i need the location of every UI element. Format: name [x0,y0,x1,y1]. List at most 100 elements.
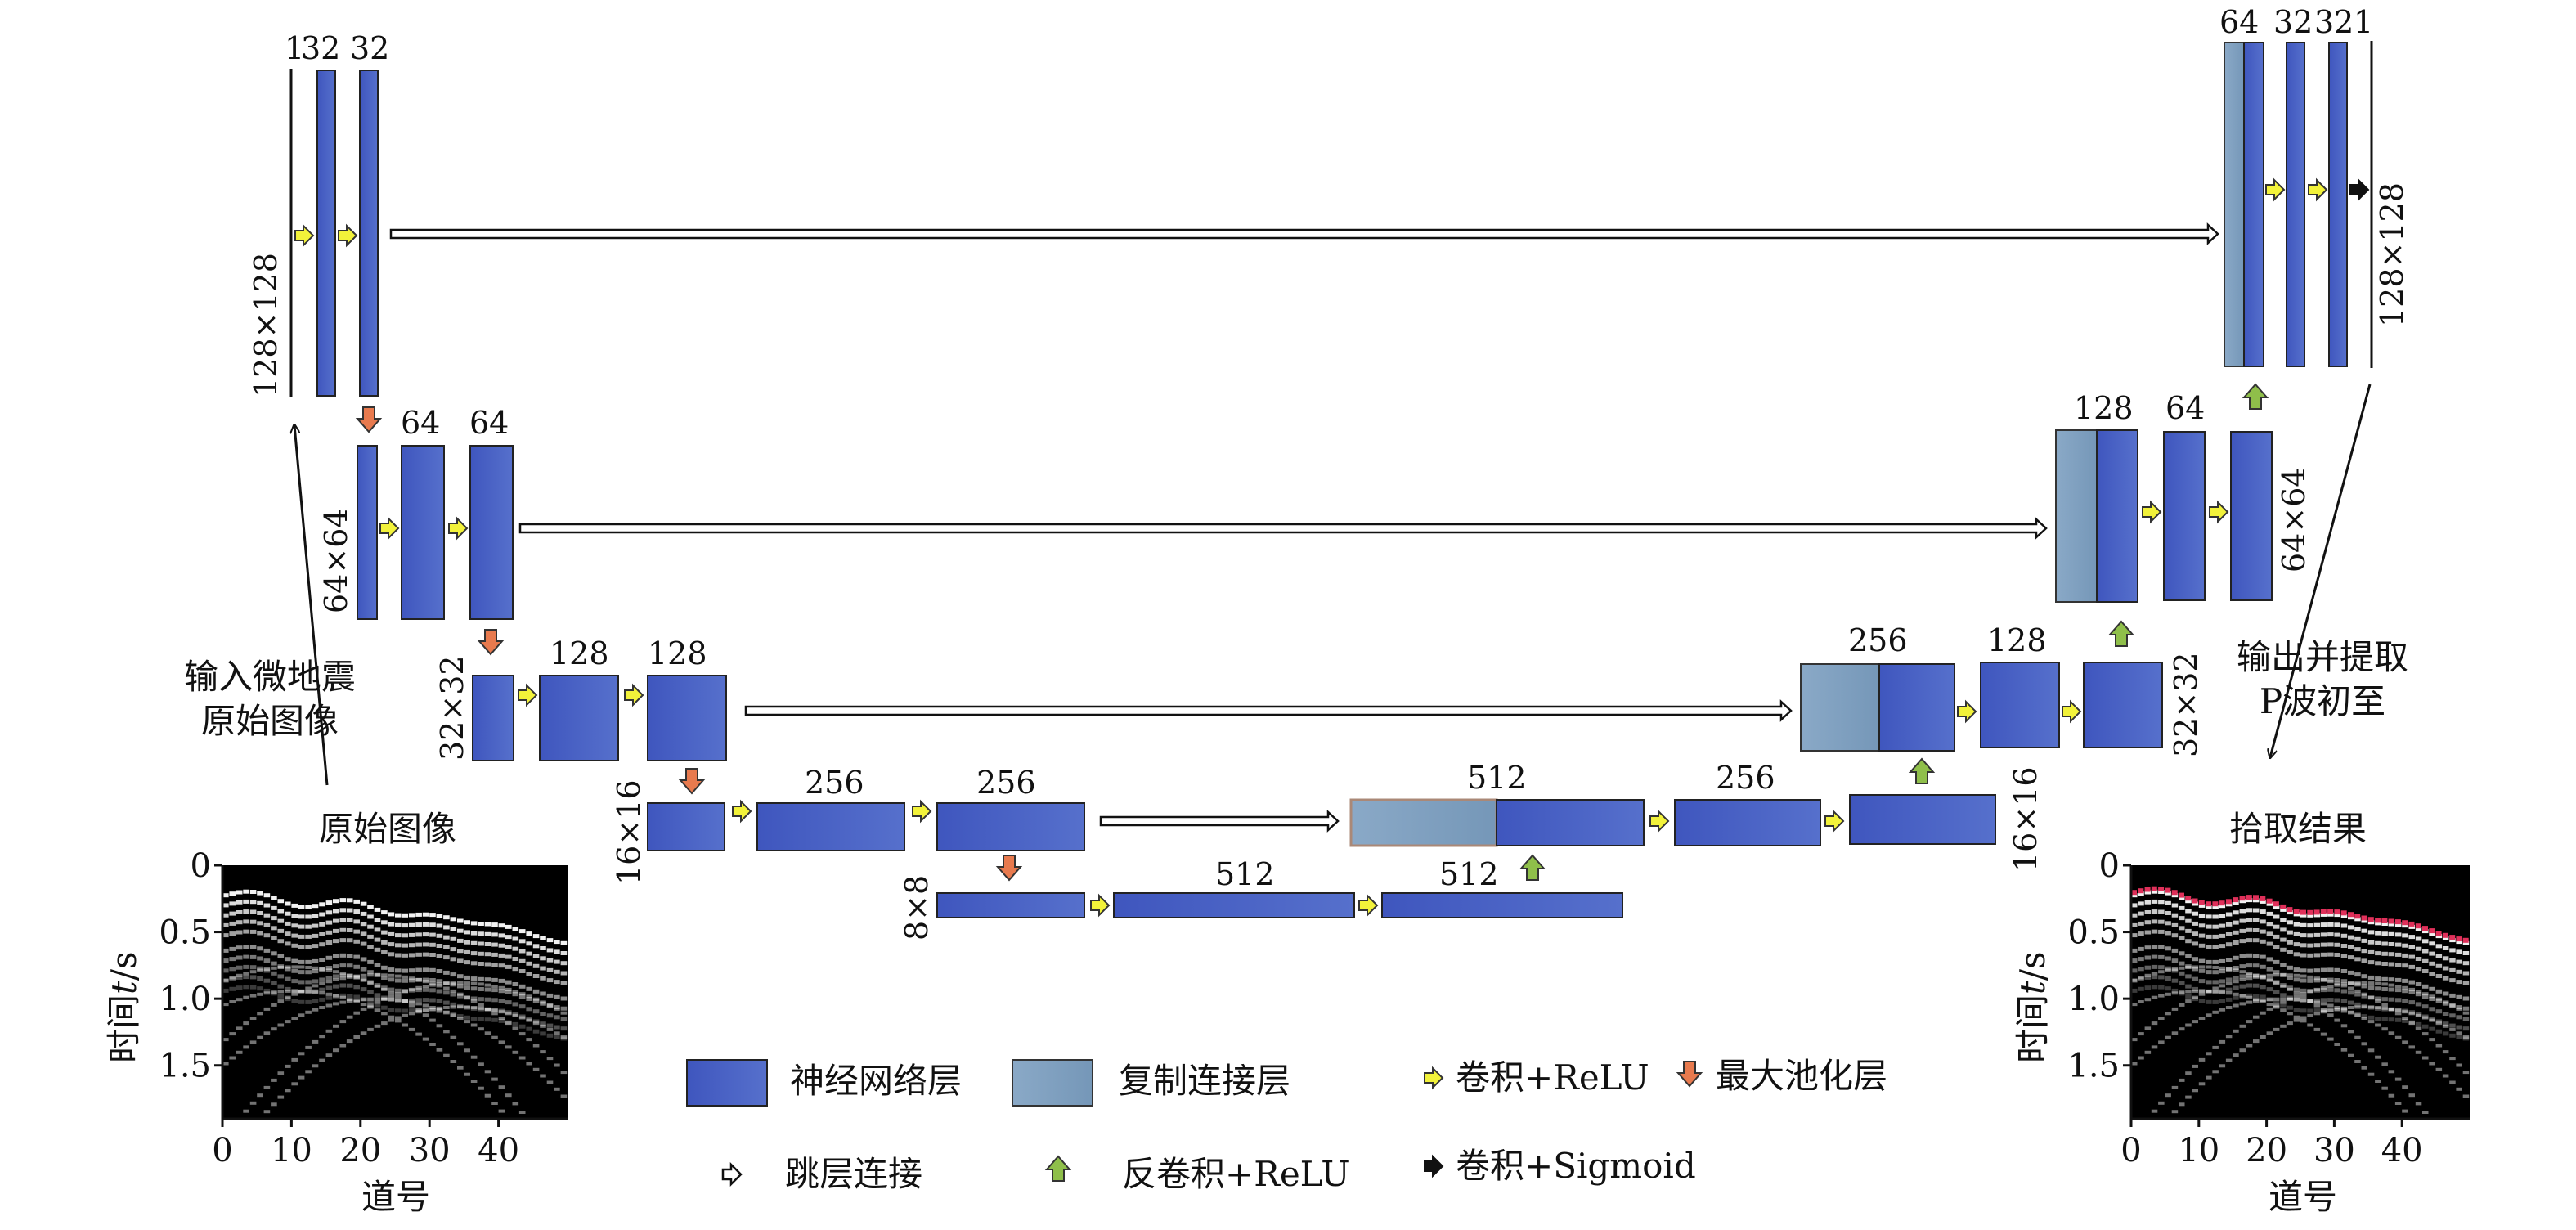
wave-event-segment [429,942,436,947]
wave-event-segment [2179,990,2185,994]
wave-event-segment [526,1007,532,1012]
pick-marker [2260,896,2266,901]
wave-event-segment [2293,952,2300,957]
wave-event-segment [560,996,568,1001]
wave-event-segment [2206,914,2212,919]
wave-event-segment [540,936,546,940]
wave-event-segment [457,1014,464,1019]
wave-event-segment [2280,1008,2287,1012]
wave-event-segment [2320,952,2327,957]
wave-event-segment [2192,995,2198,999]
wave-event-segment [2300,978,2307,983]
wave-event-segment [532,999,540,1003]
wave-event-segment [2313,922,2321,927]
wave-event-segment [2320,942,2327,947]
wave-event-segment [2151,945,2158,949]
wave-event-segment [2334,1018,2340,1022]
wave-event-segment [2273,970,2280,975]
wave-event-segment [422,942,429,947]
pick-marker [2327,909,2334,914]
wave-event-segment [285,995,291,999]
wave-event-segment [319,1035,325,1039]
wave-event-segment [512,967,519,972]
wave-event-segment [554,994,560,999]
wave-event-segment [305,945,312,949]
wave-event-segment [2293,942,2300,947]
wave-event-segment [457,994,464,999]
wave-event-segment [402,999,408,1003]
wave-event-segment [2287,1005,2293,1010]
wave-event-segment [2179,981,2185,985]
wave-event-segment [2246,993,2253,998]
wave-event-segment [436,982,443,986]
wave-event-segment [2449,1033,2456,1038]
wave-event-segment [291,933,298,938]
wave-event-segment [2151,995,2158,999]
input-seismic-image [222,865,568,1119]
wave-event-segment [2456,1015,2462,1020]
wave-event-segment [257,1035,263,1039]
wave-event-segment [546,1023,554,1028]
x-tick-label: 30 [2313,1132,2355,1169]
wave-event-segment [2151,975,2158,980]
pick-marker [2138,888,2144,894]
wave-event-segment [271,936,277,940]
wave-event-segment [2327,942,2334,947]
wave-event-segment [2192,1089,2198,1093]
wave-event-segment [395,999,402,1003]
wave-event-segment [2320,932,2327,937]
wave-event-segment [484,1070,491,1074]
wave-event-segment [2435,1019,2443,1024]
wave-event-segment [395,913,402,918]
maxpool-arrow [680,768,704,794]
wave-event-segment [2246,1020,2253,1024]
dec1-size: 128×128 [2374,182,2410,327]
deconv-relu-arrow [1910,758,1934,784]
pick-marker [2266,898,2273,904]
wave-event-segment [2408,1010,2415,1015]
wave-event-segment [2158,1040,2165,1044]
wave-event-segment [2422,1056,2429,1060]
wave-event-segment [2266,987,2273,992]
wave-event-segment [2280,947,2287,952]
wave-event-segment [277,974,285,979]
wave-event-segment [2402,985,2408,990]
wave-event-segment [2394,922,2402,927]
wave-event-segment [353,939,360,944]
wave-event-segment [263,1031,271,1035]
wave-event-segment [2348,945,2354,949]
wave-event-segment [388,977,395,982]
enc3-ch-1: 128 [550,635,609,671]
wave-event-segment [443,925,450,930]
wave-event-segment [2402,1017,2408,1020]
wave-event-segment [2253,998,2260,1002]
wave-event-segment [429,922,436,927]
wave-event-segment [2280,972,2287,977]
wave-event-segment [319,1006,325,1009]
wave-event-segment [484,1007,491,1012]
dec2-size: 64×64 [2276,467,2312,572]
wave-event-segment [2367,981,2375,985]
pick-marker [2225,899,2232,905]
wave-event-segment [429,1006,436,1009]
wave-event-segment [249,994,257,998]
wave-event-segment [2408,945,2415,949]
wave-event-segment [2307,933,2313,938]
wave-event-segment [450,1013,457,1017]
wave-event-segment [402,978,408,983]
wave-event-segment [353,1035,360,1039]
wave-event-segment [457,1042,464,1046]
wave-event-segment [2456,994,2462,999]
wave-event-segment [2206,1013,2212,1017]
wave-event-segment [470,961,478,966]
wave-event-segment [2185,994,2192,999]
bottom-pool-layer [936,892,1085,918]
wave-event-segment [436,954,443,958]
wave-event-segment [532,1067,540,1071]
wave-event-segment [333,1048,339,1053]
x-tick-label: 30 [409,1132,451,1169]
legend-skip-label: 跳层连接 [785,1154,922,1194]
wave-event-segment [2320,967,2327,972]
wave-event-segment [395,999,402,1002]
